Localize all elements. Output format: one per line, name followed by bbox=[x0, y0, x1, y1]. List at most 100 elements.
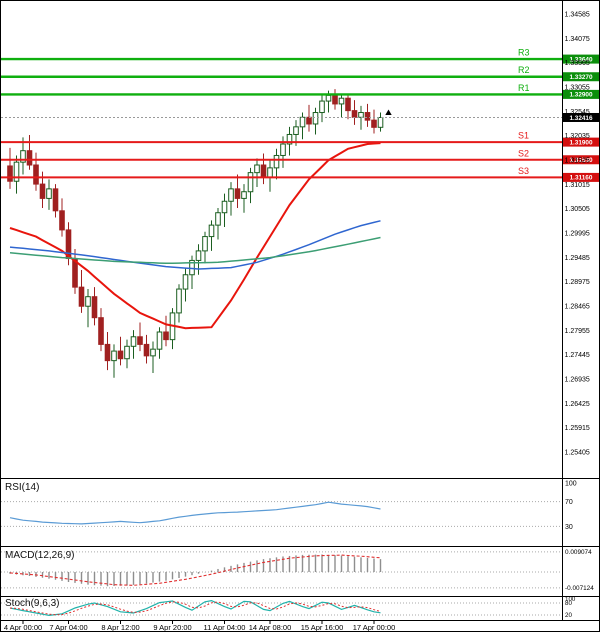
stoch-axis-label: 100 bbox=[565, 596, 576, 603]
rsi-indicator-label: RSI(14) bbox=[5, 482, 40, 493]
candle-body bbox=[20, 150, 26, 163]
candle-body bbox=[195, 250, 202, 261]
macd-signal-line bbox=[9, 554, 381, 586]
candle-body bbox=[351, 110, 358, 118]
ma-line-mid bbox=[9, 220, 381, 270]
price-axis: 1.33640 1.33270 1.32900 1.31900 1.31530 1.311… bbox=[563, 12, 599, 456]
direction-arrow-icon bbox=[385, 109, 392, 116]
candle-body bbox=[377, 116, 384, 128]
candle-body bbox=[299, 116, 306, 128]
candle-body bbox=[280, 143, 286, 156]
price-axis-label: 1.31525 bbox=[565, 157, 590, 164]
price-badge-text: 1.31530 bbox=[569, 157, 593, 164]
price-axis-label: 1.34075 bbox=[565, 36, 590, 43]
time-axis-label: 4 Apr 00:00 bbox=[4, 623, 42, 632]
time-axis-label: 14 Apr 08:00 bbox=[249, 623, 292, 632]
price-badge bbox=[563, 112, 599, 122]
candle-body bbox=[156, 331, 163, 350]
stoch-indicator-label: Stoch(9,6,3) bbox=[5, 598, 60, 609]
candle-body bbox=[13, 161, 20, 182]
candle-body bbox=[325, 94, 332, 102]
price-axis-label: 1.33055 bbox=[565, 84, 590, 91]
candles-layer bbox=[7, 89, 384, 378]
candle-body bbox=[59, 210, 65, 231]
candle-body bbox=[338, 97, 345, 105]
candle-body bbox=[273, 154, 280, 169]
price-axis-label: 1.31015 bbox=[565, 182, 590, 189]
ma-line-slow bbox=[9, 236, 381, 265]
stoch-axis-label: 80 bbox=[565, 600, 572, 607]
candle-body bbox=[215, 212, 221, 226]
candle-body bbox=[234, 188, 241, 199]
candle-body bbox=[182, 274, 189, 290]
candle-body bbox=[286, 133, 293, 145]
price-axis-label: 1.34585 bbox=[565, 12, 590, 19]
candle-body bbox=[124, 345, 130, 360]
time-axis-label: 9 Apr 20:00 bbox=[153, 623, 191, 632]
resistance-label: R2 bbox=[518, 65, 530, 75]
stoch-main-line bbox=[9, 599, 381, 617]
price-badge bbox=[563, 89, 599, 99]
candle-body bbox=[358, 112, 364, 118]
price-axis-label: 1.27445 bbox=[565, 352, 590, 359]
price-badge-text: 1.32900 bbox=[569, 92, 593, 99]
candle-body bbox=[117, 350, 124, 360]
candle-body bbox=[312, 112, 319, 125]
price-axis-label: 1.25405 bbox=[565, 449, 590, 456]
candle-body bbox=[52, 188, 59, 212]
price-badge-text: 1.32416 bbox=[569, 115, 593, 122]
candle-body bbox=[39, 183, 46, 199]
price-axis-label: 1.32545 bbox=[565, 109, 590, 116]
stoch-axis-label: 20 bbox=[565, 612, 572, 619]
macd-panel: 0.009074 -0.007124 bbox=[9, 549, 594, 592]
price-axis-label: 1.27955 bbox=[565, 328, 590, 335]
candle-body bbox=[130, 336, 137, 347]
candle-body bbox=[189, 259, 195, 276]
support-label: S3 bbox=[518, 166, 529, 176]
candle-body bbox=[137, 336, 143, 345]
rsi-axis-label: 100 bbox=[565, 481, 577, 488]
candle-body bbox=[306, 116, 312, 125]
moving-averages-layer bbox=[9, 142, 381, 330]
price-badge-text: 1.31160 bbox=[570, 175, 593, 182]
price-axis-label: 1.29995 bbox=[565, 230, 590, 237]
price-badge bbox=[563, 72, 599, 82]
candle-body bbox=[91, 296, 98, 319]
time-axis-label: 7 Apr 04:00 bbox=[49, 623, 87, 632]
price-badge bbox=[563, 155, 599, 165]
candle-body bbox=[345, 97, 351, 112]
price-axis-label: 1.28465 bbox=[565, 303, 590, 310]
candle-body bbox=[111, 350, 117, 362]
price-axis-label: 1.26425 bbox=[565, 401, 590, 408]
candle-body bbox=[104, 343, 111, 362]
candle-body bbox=[7, 165, 13, 182]
support-label: S2 bbox=[518, 148, 529, 158]
rsi-panel: 100 70 30 bbox=[9, 481, 577, 531]
price-axis-label: 1.28975 bbox=[565, 279, 590, 286]
candle-body bbox=[364, 112, 371, 121]
price-axis-label: 1.30505 bbox=[565, 206, 590, 213]
time-axis: 4 Apr 00:00 7 Apr 04:00 8 Apr 12:00 9 Apr 2… bbox=[4, 621, 395, 632]
macd-axis-label: -0.007124 bbox=[565, 585, 594, 592]
candle-body bbox=[202, 236, 208, 252]
time-axis-label: 17 Apr 00:00 bbox=[353, 623, 396, 632]
candle-body bbox=[254, 164, 260, 174]
rsi-line bbox=[9, 501, 381, 525]
candle-body bbox=[98, 317, 104, 345]
price-badge-text: 1.33270 bbox=[569, 74, 593, 81]
candle-body bbox=[247, 172, 254, 193]
candle-body bbox=[267, 167, 273, 178]
candle-body bbox=[176, 288, 182, 314]
candle-body bbox=[143, 343, 150, 357]
indicator-grid-lines bbox=[1, 501, 562, 616]
price-axis-label: 1.32035 bbox=[565, 133, 590, 140]
price-badge bbox=[563, 54, 599, 64]
candle-body bbox=[319, 100, 325, 114]
rsi-axis-label: 30 bbox=[565, 524, 573, 531]
resistance-label: R3 bbox=[518, 48, 530, 58]
candle-body bbox=[332, 94, 338, 105]
price-axis-label: 1.26935 bbox=[565, 376, 590, 383]
